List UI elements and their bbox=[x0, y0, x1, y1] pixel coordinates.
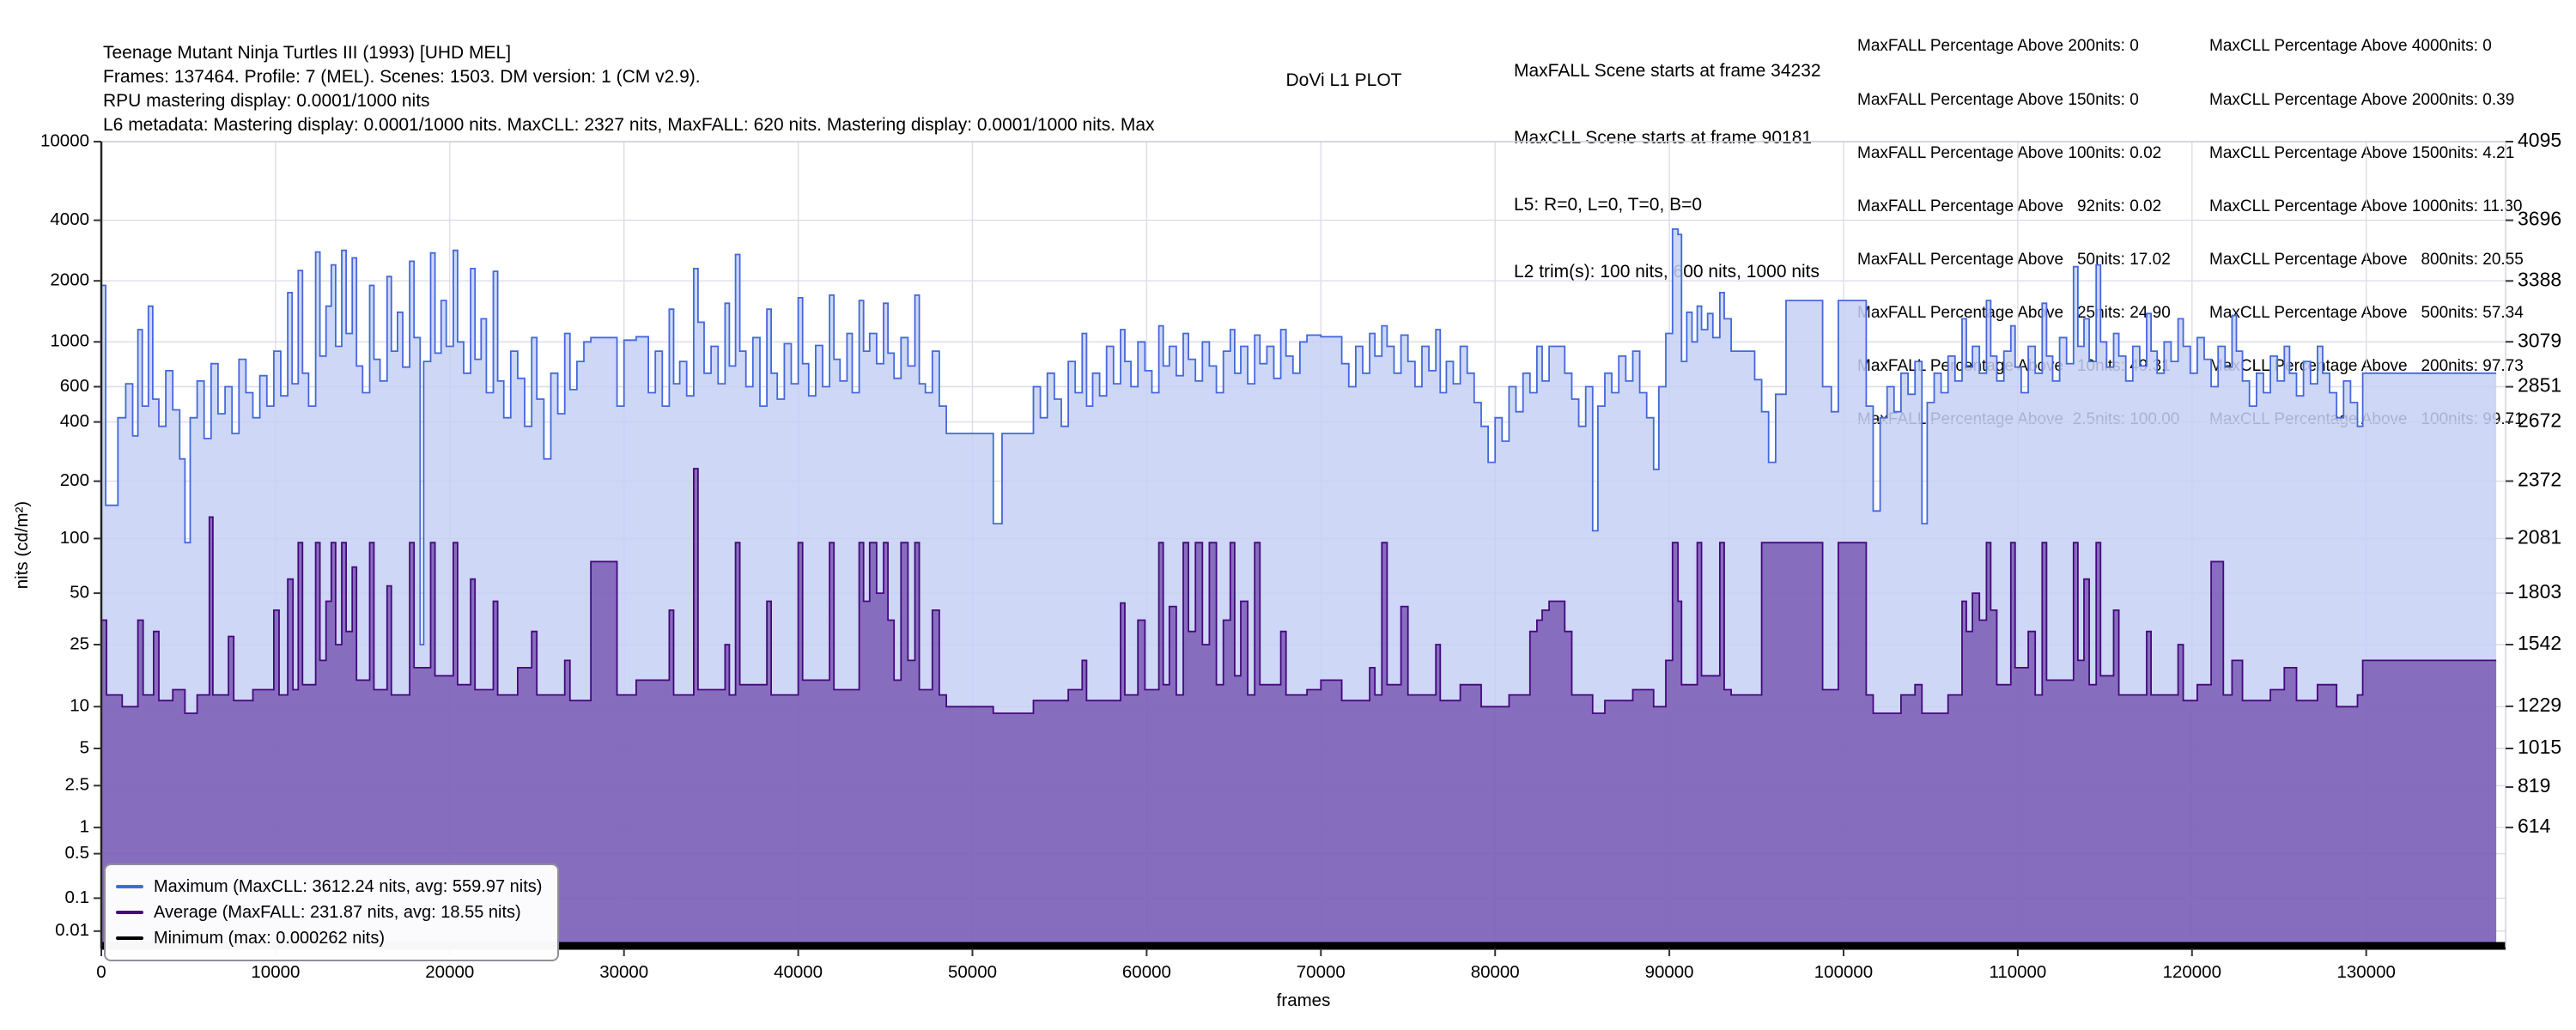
svg-text:4095: 4095 bbox=[2518, 129, 2561, 151]
maxfall-row: MaxFALL Percentage Above 92nits: 0.02 bbox=[1857, 197, 2162, 215]
maxfall-row: MaxFALL Percentage Above 100nits: 0.02 bbox=[1857, 143, 2162, 162]
svg-text:130000: 130000 bbox=[2336, 962, 2395, 982]
svg-text:2081: 2081 bbox=[2518, 525, 2561, 548]
svg-text:10000: 10000 bbox=[40, 130, 89, 150]
svg-text:nits (cd/m²): nits (cd/m²) bbox=[12, 501, 32, 590]
svg-text:3079: 3079 bbox=[2518, 329, 2561, 351]
svg-text:30000: 30000 bbox=[599, 962, 648, 982]
svg-text:1229: 1229 bbox=[2518, 694, 2561, 716]
svg-text:400: 400 bbox=[60, 411, 89, 431]
svg-text:0: 0 bbox=[96, 962, 106, 982]
svg-text:100: 100 bbox=[60, 528, 89, 548]
maxfall-row: MaxFALL Percentage Above 25nits: 24.90 bbox=[1857, 303, 2171, 322]
svg-text:2372: 2372 bbox=[2518, 469, 2561, 491]
svg-text:40000: 40000 bbox=[774, 962, 823, 982]
svg-text:819: 819 bbox=[2518, 774, 2550, 797]
maxcll-row: MaxCLL Percentage Above 800nits: 20.55 bbox=[2209, 250, 2524, 269]
svg-text:110000: 110000 bbox=[1989, 962, 2046, 982]
svg-text:50000: 50000 bbox=[948, 962, 997, 982]
maxfall-row: MaxFALL Percentage Above 200nits: 0 bbox=[1857, 37, 2139, 56]
scene-info-block: MaxFALL Scene starts at frame 34232 MaxC… bbox=[1514, 15, 1821, 328]
svg-text:1000: 1000 bbox=[50, 331, 89, 351]
maxcll-row: MaxCLL Percentage Above 500nits: 57.34 bbox=[2209, 303, 2524, 322]
svg-text:0.1: 0.1 bbox=[65, 888, 90, 907]
maxfall-scene-start: MaxFALL Scene starts at frame 34232 bbox=[1514, 61, 1821, 81]
svg-text:70000: 70000 bbox=[1297, 962, 1346, 982]
svg-text:100000: 100000 bbox=[1814, 962, 1873, 982]
svg-text:3696: 3696 bbox=[2518, 208, 2561, 230]
rpu-mastering-display: RPU mastering display: 0.0001/1000 nits bbox=[103, 91, 430, 111]
svg-text:200: 200 bbox=[60, 470, 89, 490]
svg-text:4000: 4000 bbox=[50, 209, 89, 229]
svg-text:120000: 120000 bbox=[2163, 962, 2221, 982]
media-title: Teenage Mutant Ninja Turtles III (1993) … bbox=[103, 43, 512, 63]
l5-offsets: L5: R=0, L=0, T=0, B=0 bbox=[1514, 195, 1703, 215]
plot-title: DoVi L1 PLOT bbox=[1285, 70, 1402, 90]
maxcll-row: MaxCLL Percentage Above 1500nits: 4.21 bbox=[2209, 143, 2515, 162]
media-frames-info: Frames: 137464. Profile: 7 (MEL). Scenes… bbox=[103, 67, 701, 87]
svg-text:2672: 2672 bbox=[2518, 409, 2561, 432]
svg-text:20000: 20000 bbox=[425, 962, 474, 982]
legend-box: Maximum (MaxCLL: 3612.24 nits, avg: 559.… bbox=[104, 863, 560, 961]
minimum-line-swatch bbox=[116, 936, 143, 940]
svg-text:2851: 2851 bbox=[2518, 374, 2561, 397]
maxcll-row: MaxCLL Percentage Above 4000nits: 0 bbox=[2209, 37, 2492, 56]
maximum-line-swatch bbox=[116, 885, 143, 888]
svg-text:0.01: 0.01 bbox=[55, 920, 89, 940]
maxcll-row: MaxCLL Percentage Above 2000nits: 0.39 bbox=[2209, 90, 2515, 109]
svg-text:90000: 90000 bbox=[1645, 962, 1694, 982]
svg-text:2000: 2000 bbox=[50, 270, 89, 290]
svg-text:5: 5 bbox=[80, 737, 89, 757]
svg-text:1803: 1803 bbox=[2518, 580, 2561, 603]
svg-text:frames: frames bbox=[1277, 991, 1331, 1010]
svg-text:50: 50 bbox=[70, 583, 89, 603]
legend-item-average: Average (MaxFALL: 231.87 nits, avg: 18.5… bbox=[116, 900, 542, 925]
svg-text:600: 600 bbox=[60, 376, 89, 396]
svg-text:1: 1 bbox=[80, 817, 89, 837]
maxfall-row: MaxFALL Percentage Above 50nits: 17.02 bbox=[1857, 250, 2171, 269]
svg-text:3388: 3388 bbox=[2518, 268, 2561, 290]
media-info-block: Teenage Mutant Ninja Turtles III (1993) … bbox=[103, 41, 1168, 137]
legend-item-minimum: Minimum (max: 0.000262 nits) bbox=[116, 925, 542, 951]
average-line-swatch bbox=[116, 911, 143, 914]
svg-text:60000: 60000 bbox=[1122, 962, 1171, 982]
legend-label-maximum: Maximum (MaxCLL: 3612.24 nits, avg: 559.… bbox=[154, 876, 543, 896]
svg-text:10000: 10000 bbox=[251, 962, 300, 982]
svg-text:10: 10 bbox=[70, 696, 89, 716]
svg-text:614: 614 bbox=[2518, 815, 2551, 837]
svg-text:2.5: 2.5 bbox=[65, 775, 90, 795]
legend-label-minimum: Minimum (max: 0.000262 nits) bbox=[154, 928, 385, 948]
maxcll-row: MaxCLL Percentage Above 1000nits: 11.30 bbox=[2209, 197, 2523, 215]
l6-metadata: L6 metadata: Mastering display: 0.0001/1… bbox=[103, 115, 1155, 135]
maxfall-row: MaxFALL Percentage Above 150nits: 0 bbox=[1857, 90, 2139, 109]
svg-text:1015: 1015 bbox=[2518, 736, 2561, 758]
legend-item-maximum: Maximum (MaxCLL: 3612.24 nits, avg: 559.… bbox=[116, 874, 542, 900]
svg-text:25: 25 bbox=[70, 633, 89, 653]
legend-label-average: Average (MaxFALL: 231.87 nits, avg: 18.5… bbox=[154, 902, 521, 922]
svg-text:80000: 80000 bbox=[1471, 962, 1520, 982]
maxcll-scene-start: MaxCLL Scene starts at frame 90181 bbox=[1514, 128, 1813, 148]
l2-trims: L2 trim(s): 100 nits, 600 nits, 1000 nit… bbox=[1514, 262, 1820, 282]
svg-text:0.5: 0.5 bbox=[65, 843, 90, 863]
svg-text:1542: 1542 bbox=[2518, 632, 2561, 654]
